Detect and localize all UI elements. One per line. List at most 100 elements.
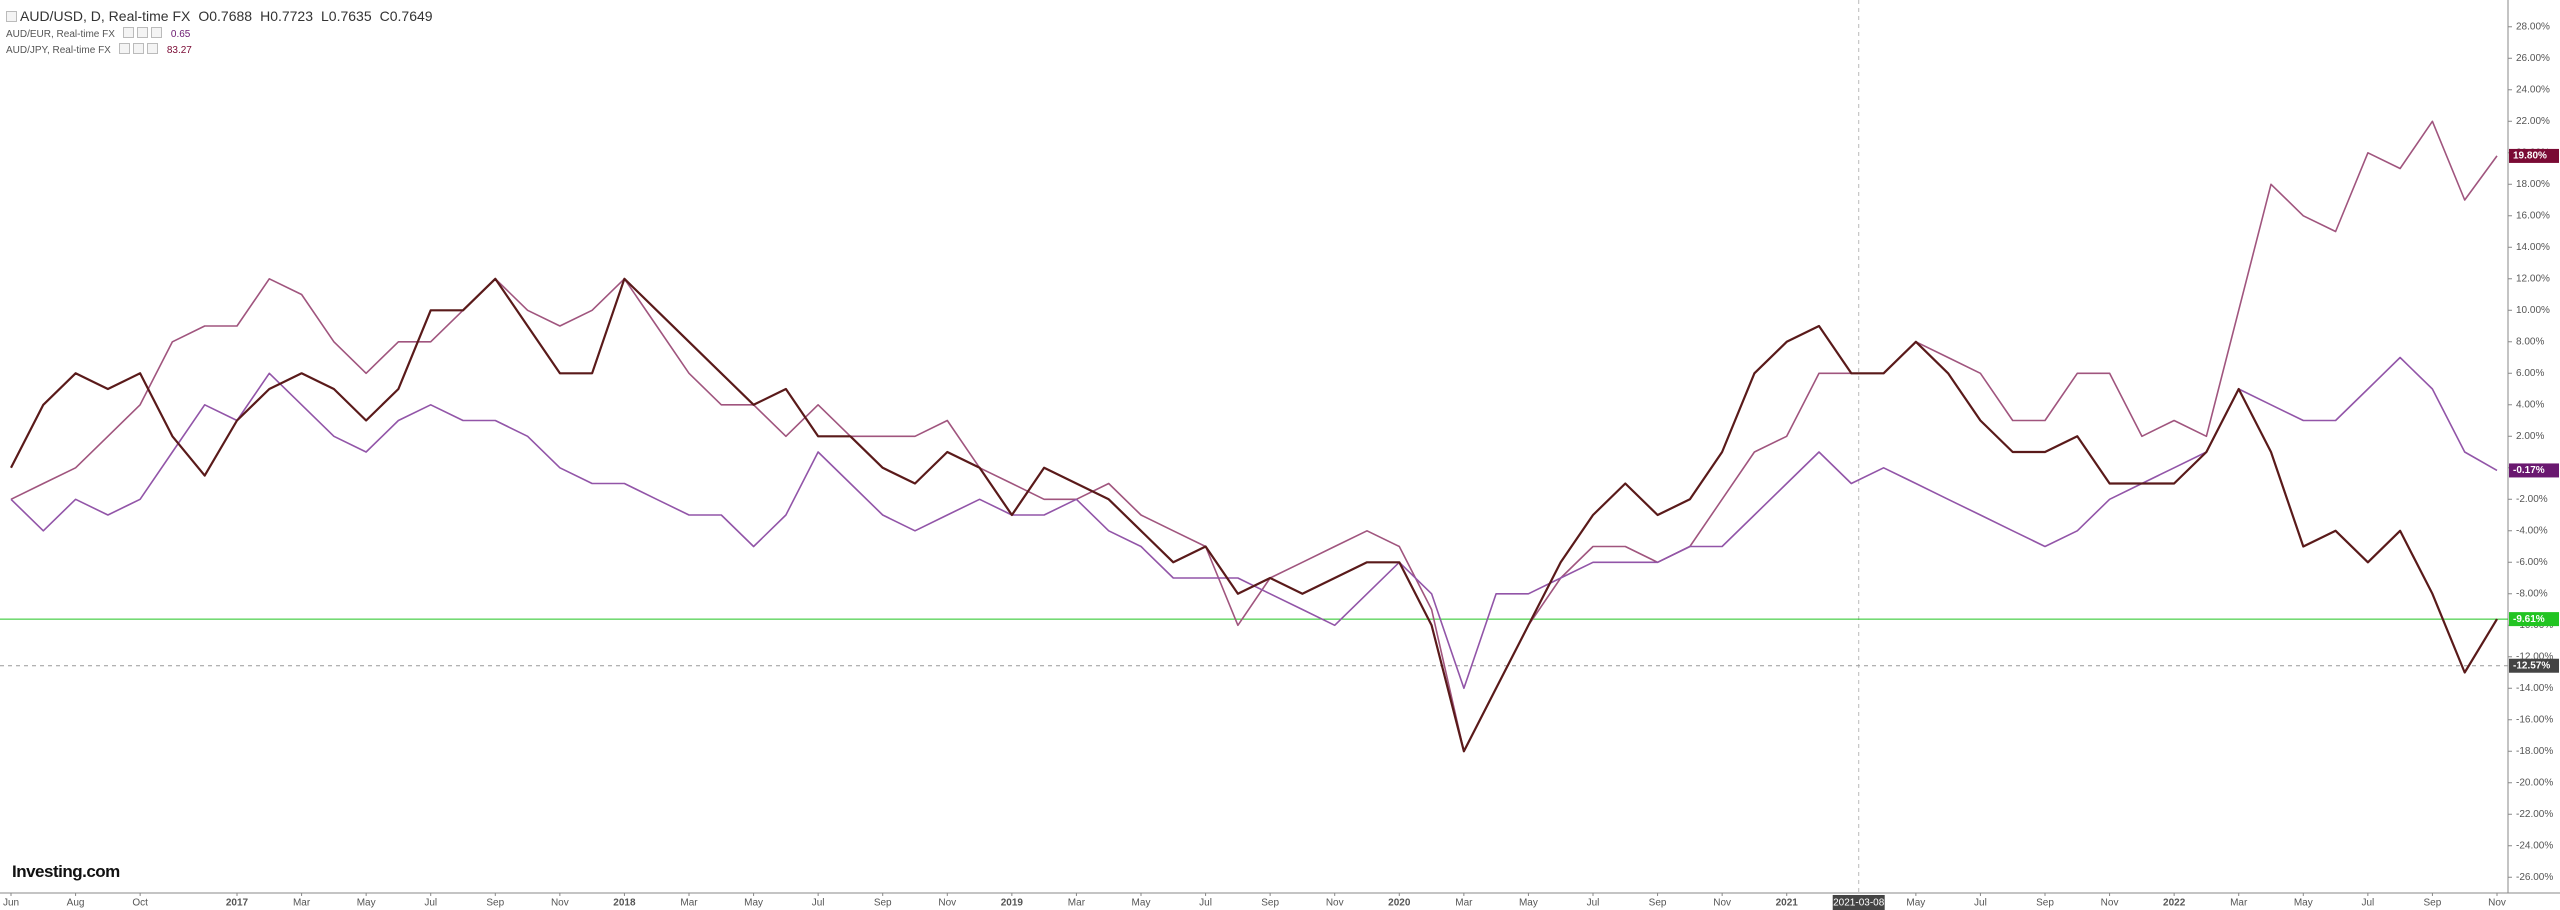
study-name: AUD/EUR, Real-time FX: [6, 28, 115, 40]
y-tick-label: 24.00%: [2516, 84, 2550, 95]
low: L0.7635: [321, 8, 372, 24]
x-tick-label: Jul: [424, 898, 437, 909]
x-tick-label: Sep: [874, 898, 892, 909]
y-tick-label: 12.00%: [2516, 273, 2550, 284]
x-tick-label: Sep: [1649, 898, 1667, 909]
x-tick-label: Nov: [2488, 898, 2506, 909]
x-tick-label: 2017: [226, 898, 249, 909]
crosshair-value-tag: [2509, 658, 2559, 673]
crosshair-date: 2021-03-08: [1833, 898, 1885, 909]
x-tick-label: May: [2294, 898, 2313, 909]
x-tick-label: May: [1132, 898, 1151, 909]
close: C0.7649: [379, 8, 433, 24]
x-tick-label: Jul: [2361, 898, 2374, 909]
y-tick-label: 2.00%: [2516, 431, 2544, 442]
x-tick-label: Jul: [812, 898, 825, 909]
y-tick-label: -6.00%: [2516, 557, 2548, 568]
collapse-icon[interactable]: [6, 10, 17, 22]
y-tick-label: -26.00%: [2516, 872, 2553, 883]
study-icon[interactable]: [150, 27, 162, 38]
study-value: 0.65: [170, 28, 191, 40]
x-tick-label: Jun: [3, 898, 19, 909]
study-name: AUD/JPY, Real-time FX: [6, 44, 111, 56]
y-tick-label: -2.00%: [2516, 494, 2548, 505]
x-tick-label: Mar: [2230, 898, 2248, 909]
x-tick-label: May: [1906, 898, 1925, 909]
x-tick-label: Sep: [1261, 898, 1279, 909]
study-icon[interactable]: [118, 43, 130, 54]
x-tick-label: Sep: [486, 898, 504, 909]
x-tick-label: 2021: [1776, 898, 1799, 909]
y-tick-label: 14.00%: [2516, 242, 2550, 253]
y-tick-label: -12.00%: [2516, 651, 2553, 662]
y-tick-label: 28.00%: [2516, 21, 2550, 32]
y-tick-label: 16.00%: [2516, 210, 2550, 221]
study-icon[interactable]: [122, 27, 134, 38]
crosshair-value-tag-label: -12.57%: [2513, 660, 2550, 671]
x-tick-label: 2019: [1001, 898, 1024, 909]
y-tick-label: 6.00%: [2516, 368, 2544, 379]
x-tick-label: Jul: [1587, 898, 1600, 909]
y-tick-label: -16.00%: [2516, 714, 2553, 725]
study-value: 83.27: [166, 44, 192, 56]
y-tick-label: 8.00%: [2516, 336, 2544, 347]
x-tick-label: Mar: [680, 898, 698, 909]
x-tick-label: Nov: [1326, 898, 1344, 909]
x-tick-label: Nov: [2101, 898, 2119, 909]
y-tick-label: 26.00%: [2516, 53, 2550, 64]
x-tick-label: Nov: [938, 898, 956, 909]
legend: AUD/USD, D, Real-time FX O0.7688 H0.7723 L…: [6, 6, 441, 58]
last-value-tag: [2509, 463, 2559, 478]
x-tick-label: Sep: [2424, 898, 2442, 909]
study-icon[interactable]: [132, 43, 144, 54]
x-tick-label: Jul: [1974, 898, 1987, 909]
x-tick-label: May: [744, 898, 763, 909]
high: H0.7723: [260, 8, 314, 24]
x-tick-label: 2018: [613, 898, 636, 909]
logo: Investing.com: [12, 862, 120, 881]
symbol-name: AUD/USD, D, Real-time FX: [20, 8, 191, 24]
y-tick-label: 10.00%: [2516, 305, 2550, 316]
study-icon[interactable]: [136, 27, 148, 38]
ohlc: O0.7688 H0.7723 L0.7635 C0.7649: [198, 8, 440, 24]
series-line: [10, 120, 2498, 753]
x-tick-label: May: [357, 898, 376, 909]
study-row: AUD/EUR, Real-time FX 0.65: [6, 26, 441, 42]
x-tick-label: Oct: [132, 898, 148, 909]
study-icon[interactable]: [146, 43, 158, 54]
x-tick-label: Mar: [1455, 898, 1473, 909]
series-line: [10, 277, 2498, 753]
x-tick-label: Jul: [1199, 898, 1212, 909]
x-tick-label: 2022: [2163, 898, 2186, 909]
y-tick-label: 4.00%: [2516, 399, 2544, 410]
study-row: AUD/JPY, Real-time FX 83.27: [6, 42, 441, 58]
last-value-tag-label: 19.80%: [2513, 151, 2547, 162]
crosshair-date-tag: [1832, 895, 1885, 910]
y-tick-label: -14.00%: [2516, 683, 2553, 694]
y-tick-label: -8.00%: [2516, 588, 2548, 599]
y-tick-label: -24.00%: [2516, 840, 2553, 851]
x-tick-label: Aug: [67, 898, 85, 909]
x-tick-label: Nov: [1713, 898, 1731, 909]
x-tick-label: Sep: [2036, 898, 2054, 909]
y-tick-label: -4.00%: [2516, 525, 2548, 536]
y-tick-label: -20.00%: [2516, 777, 2553, 788]
open: O0.7688: [198, 8, 253, 24]
last-value-tag: [2509, 612, 2559, 627]
x-tick-label: 2020: [1388, 898, 1411, 909]
x-tick-label: May: [1519, 898, 1538, 909]
series-line: [10, 356, 2498, 690]
last-value-tag-label: -9.61%: [2513, 614, 2545, 625]
legend-main: AUD/USD, D, Real-time FX O0.7688 H0.7723 L…: [6, 6, 441, 26]
x-tick-label: Mar: [293, 898, 311, 909]
last-value-tag-label: -0.17%: [2513, 465, 2545, 476]
y-tick-label: 18.00%: [2516, 179, 2550, 190]
last-value-tag: [2509, 148, 2559, 163]
y-tick-label: -18.00%: [2516, 746, 2553, 757]
y-tick-label: -22.00%: [2516, 809, 2553, 820]
x-tick-label: Nov: [551, 898, 569, 909]
x-tick-label: Mar: [1068, 898, 1086, 909]
y-tick-label: 22.00%: [2516, 116, 2550, 127]
